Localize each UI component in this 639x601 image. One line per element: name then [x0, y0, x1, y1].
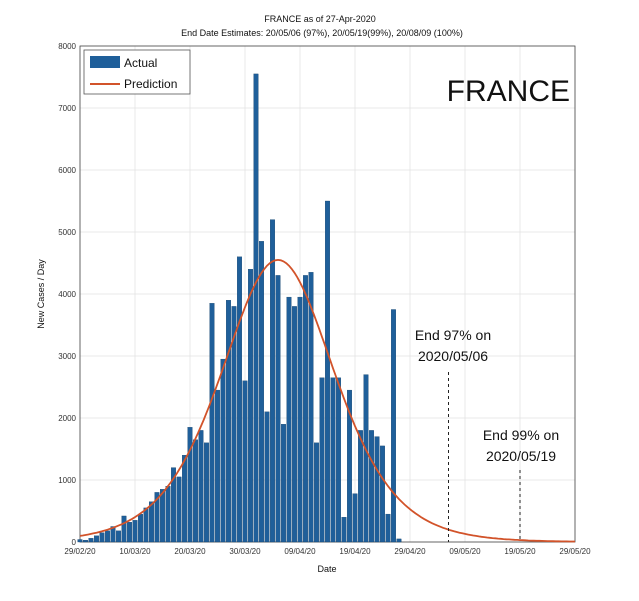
bar-actual — [369, 430, 374, 543]
bar-actual — [396, 538, 402, 543]
bar-actual — [275, 275, 281, 543]
y-tick-label: 7000 — [58, 104, 76, 113]
y-tick-label: 0 — [72, 538, 77, 547]
annotation-line2: 2020/05/06 — [418, 348, 488, 364]
x-tick-label: 19/05/20 — [504, 547, 536, 556]
bar-actual — [325, 200, 330, 543]
x-tick-label: 20/03/20 — [174, 547, 206, 556]
bar-actual — [314, 442, 319, 543]
legend-swatch-actual — [90, 56, 120, 68]
bar-actual — [77, 539, 83, 543]
bars — [77, 73, 402, 543]
x-tick-label: 29/04/20 — [394, 547, 426, 556]
legend: Actual Prediction — [83, 49, 191, 95]
bar-actual — [198, 430, 204, 543]
bar-actual — [374, 436, 380, 543]
y-tick-label: 8000 — [58, 42, 76, 51]
country-label: FRANCE — [447, 75, 570, 108]
bar-actual — [226, 300, 231, 543]
y-tick-label: 2000 — [58, 414, 76, 423]
x-tick-label: 09/04/20 — [284, 547, 316, 556]
bar-actual — [187, 427, 193, 543]
x-tick-label: 19/04/20 — [339, 547, 371, 556]
bar-actual — [121, 515, 127, 543]
bar-actual — [94, 535, 99, 543]
annotations: End 97% on 2020/05/06 End 99% on 2020/05/19 — [415, 327, 559, 542]
y-tick-label: 1000 — [58, 476, 76, 485]
bar-actual — [347, 389, 352, 543]
annotation-line2: 2020/05/19 — [486, 448, 556, 464]
y-axis-label: New Cases / Day — [36, 259, 46, 329]
bar-actual — [193, 439, 198, 543]
bar-actual — [116, 530, 121, 543]
bar-actual — [149, 501, 154, 543]
x-tick-label: 10/03/20 — [119, 547, 151, 556]
bar-actual — [248, 269, 253, 543]
bar-actual — [182, 455, 187, 543]
bar-actual — [176, 476, 182, 543]
bar-actual — [242, 380, 248, 543]
bar-actual — [391, 309, 396, 543]
bar-actual — [215, 389, 220, 543]
legend-label-actual: Actual — [124, 56, 157, 70]
bar-actual — [319, 377, 325, 543]
bar-actual — [138, 513, 143, 543]
y-tick-label: 4000 — [58, 290, 76, 299]
bar-actual — [99, 532, 105, 543]
bar-actual — [363, 374, 369, 543]
bar-actual — [105, 530, 110, 543]
bar-actual — [297, 296, 303, 543]
bar-actual — [110, 526, 116, 543]
y-tick-label: 3000 — [58, 352, 76, 361]
bar-actual — [385, 513, 391, 543]
bar-actual — [286, 296, 292, 543]
bar-actual — [165, 486, 171, 543]
bar-actual — [259, 241, 264, 543]
bar-actual — [237, 256, 242, 543]
tick-labels: 0 1000 2000 3000 4000 5000 6000 7000 8000 29/02/2… — [58, 42, 591, 556]
bar-actual — [220, 358, 226, 543]
bar-actual — [341, 517, 347, 543]
y-tick-label: 6000 — [58, 166, 76, 175]
bar-actual — [358, 430, 363, 543]
bar-actual — [380, 445, 385, 543]
x-tick-label: 09/05/20 — [449, 547, 481, 556]
bar-actual — [330, 377, 336, 543]
bar-actual — [292, 306, 297, 543]
x-axis-label: Date — [317, 564, 336, 574]
bar-actual — [209, 303, 215, 543]
legend-label-prediction: Prediction — [124, 77, 177, 91]
prediction-line — [79, 258, 575, 543]
x-tick-label: 29/02/20 — [64, 547, 96, 556]
bar-actual — [270, 219, 275, 543]
bar-actual — [204, 442, 209, 543]
x-tick-label: 30/03/20 — [229, 547, 261, 556]
bar-actual — [132, 520, 138, 543]
bar-actual — [154, 492, 160, 543]
bar-actual — [281, 424, 286, 543]
y-tick-label: 5000 — [58, 228, 76, 237]
bar-actual — [231, 306, 237, 543]
annotation-line1: End 97% on — [415, 327, 491, 343]
annotation-line1: End 99% on — [483, 427, 559, 443]
bar-actual — [83, 539, 88, 543]
chart-title: FRANCE as of 27-Apr-2020 — [264, 14, 376, 24]
bar-actual — [352, 493, 358, 543]
bar-actual — [264, 411, 270, 543]
bar-actual — [303, 275, 308, 543]
bar-actual — [253, 73, 259, 543]
bar-actual — [88, 538, 94, 543]
chart-subtitle: End Date Estimates: 20/05/06 (97%), 20/0… — [181, 28, 463, 38]
bar-actual — [160, 489, 165, 543]
bar-actual — [308, 272, 314, 543]
bar-actual — [336, 377, 341, 543]
x-tick-label: 29/05/20 — [559, 547, 591, 556]
bar-actual — [127, 522, 132, 543]
bar-actual — [171, 467, 176, 543]
bar-actual — [143, 507, 149, 543]
